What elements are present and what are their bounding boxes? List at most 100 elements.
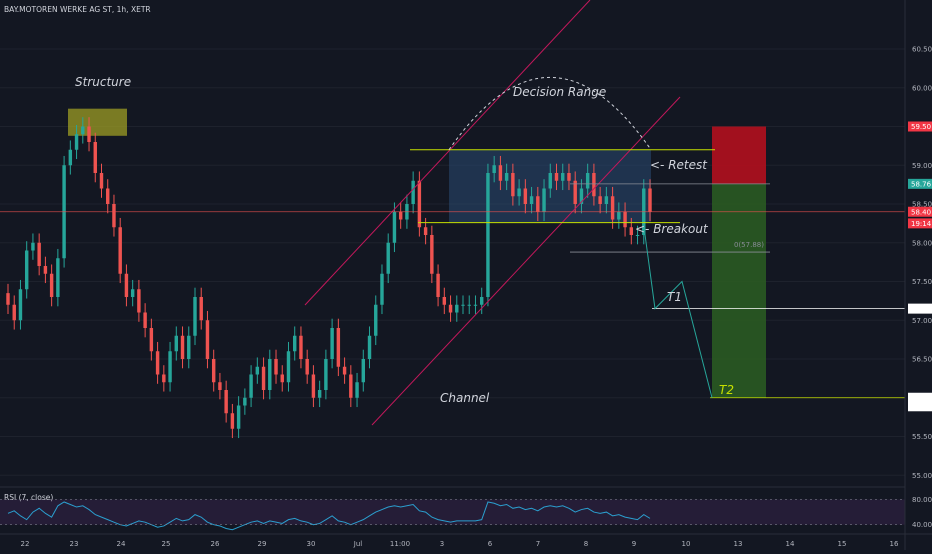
candle-body — [255, 366, 260, 375]
candle-body — [386, 242, 390, 274]
candle-body — [249, 374, 253, 398]
candle-body — [330, 328, 334, 359]
candle-body — [137, 289, 141, 313]
target-zone[interactable] — [712, 183, 766, 398]
candle-body — [355, 382, 359, 398]
time-tick-label: 9 — [632, 540, 636, 548]
rsi-line — [7, 501, 651, 531]
retest-label: <- Retest — [650, 158, 708, 172]
candle-body — [398, 211, 403, 220]
candle-body — [567, 173, 571, 181]
price-tick-label: 58.50 — [912, 201, 932, 209]
candle-body — [511, 173, 515, 197]
time-tick-label: 7 — [536, 540, 540, 548]
price-tag-label: 59.50 — [911, 123, 931, 131]
candle-body — [74, 134, 79, 150]
rsi-band — [0, 499, 905, 525]
candle-body — [168, 351, 172, 383]
candle-body — [49, 273, 54, 297]
breakout-label: <- Breakout — [635, 222, 709, 236]
candle-body — [193, 297, 197, 336]
candle-body — [143, 312, 147, 328]
candle-body — [517, 188, 521, 197]
candle-body — [374, 304, 378, 336]
candle-body — [118, 227, 122, 274]
candle-body — [124, 273, 129, 297]
candle-body — [598, 196, 602, 204]
candle-body — [573, 180, 577, 204]
candle-body — [504, 173, 509, 181]
candle-body — [317, 390, 322, 398]
t2-label: T2 — [719, 383, 734, 397]
candle-body — [149, 328, 154, 352]
candle-body — [536, 196, 540, 212]
candle-body — [236, 405, 241, 429]
time-axis[interactable]: 22 23 24 25 26 29 30 Jul 11:00 3 6 7 8 9 10 13 14 15 16 — [0, 533, 932, 548]
time-tick-label: 6 — [488, 540, 493, 548]
candle-body — [112, 204, 116, 228]
candle-body — [430, 235, 434, 274]
candle-body — [274, 359, 278, 375]
candle-body — [280, 374, 284, 383]
candle-body — [417, 180, 422, 228]
candle-body — [205, 320, 210, 359]
stop-loss-zone[interactable] — [712, 126, 766, 184]
structure-label: Structure — [75, 75, 131, 89]
candle-body — [199, 297, 203, 321]
price-tick-label: 56.50 — [912, 356, 932, 364]
time-tick-label: 3 — [440, 540, 444, 548]
decision-range-label: Decision Range — [513, 85, 606, 99]
symbol-title: BAY.MOTOREN WERKE AG ST, 1h, XETR — [4, 5, 151, 14]
candle-body — [604, 196, 609, 204]
price-tick-label: 60.50 — [912, 46, 932, 54]
price-tag — [908, 178, 932, 189]
fib-level-label: 0(57.88) — [734, 241, 764, 249]
time-tick-label: 23 — [70, 540, 79, 548]
candle-body — [542, 188, 546, 212]
price-tag-label: 55.99 — [911, 403, 931, 411]
rsi-panel[interactable]: RSI (7, close) — [0, 486, 905, 531]
price-tick-label: 55.50 — [912, 433, 932, 441]
candle-body — [467, 304, 471, 306]
candles — [6, 117, 652, 439]
candle-body — [342, 366, 347, 375]
decision-arc — [448, 76, 652, 151]
candle-body — [610, 196, 615, 220]
candle-body — [529, 196, 534, 204]
candle-body — [286, 351, 291, 383]
time-tick-label: 16 — [890, 540, 899, 548]
price-tick-label: 55.00 — [912, 472, 932, 480]
price-tag-label: 19:14 — [911, 220, 932, 228]
candle-body — [93, 142, 97, 173]
time-tick-label: Jul — [353, 540, 363, 548]
time-tick-label: 22 — [21, 540, 30, 548]
time-tick-label: 11:00 — [390, 540, 410, 548]
rsi-axis: 80.00 40.00 — [0, 496, 932, 529]
candle-body — [442, 297, 447, 305]
price-tick-label: 57.50 — [912, 278, 932, 286]
structure-box[interactable] — [68, 108, 127, 136]
candle-body — [218, 382, 222, 390]
candle-body — [243, 397, 247, 406]
candle-body — [324, 359, 328, 390]
candle-body — [554, 173, 559, 181]
candle-body — [461, 304, 465, 306]
price-tag-label: 58.40 — [911, 208, 931, 216]
candle-body — [473, 304, 478, 306]
rsi-tick-label: 80.00 — [912, 496, 932, 504]
candle-body — [81, 126, 85, 135]
time-tick-label: 13 — [734, 540, 743, 548]
drawings — [0, 0, 905, 426]
candle-body — [380, 273, 384, 305]
candle-body — [617, 211, 621, 220]
candle-body — [479, 297, 484, 305]
price-tick-label: 58.00 — [912, 239, 932, 247]
candle-body — [455, 304, 459, 313]
candle-body — [629, 227, 634, 235]
price-tag — [908, 303, 932, 314]
candle-body — [99, 173, 104, 189]
price-tag — [908, 206, 932, 217]
